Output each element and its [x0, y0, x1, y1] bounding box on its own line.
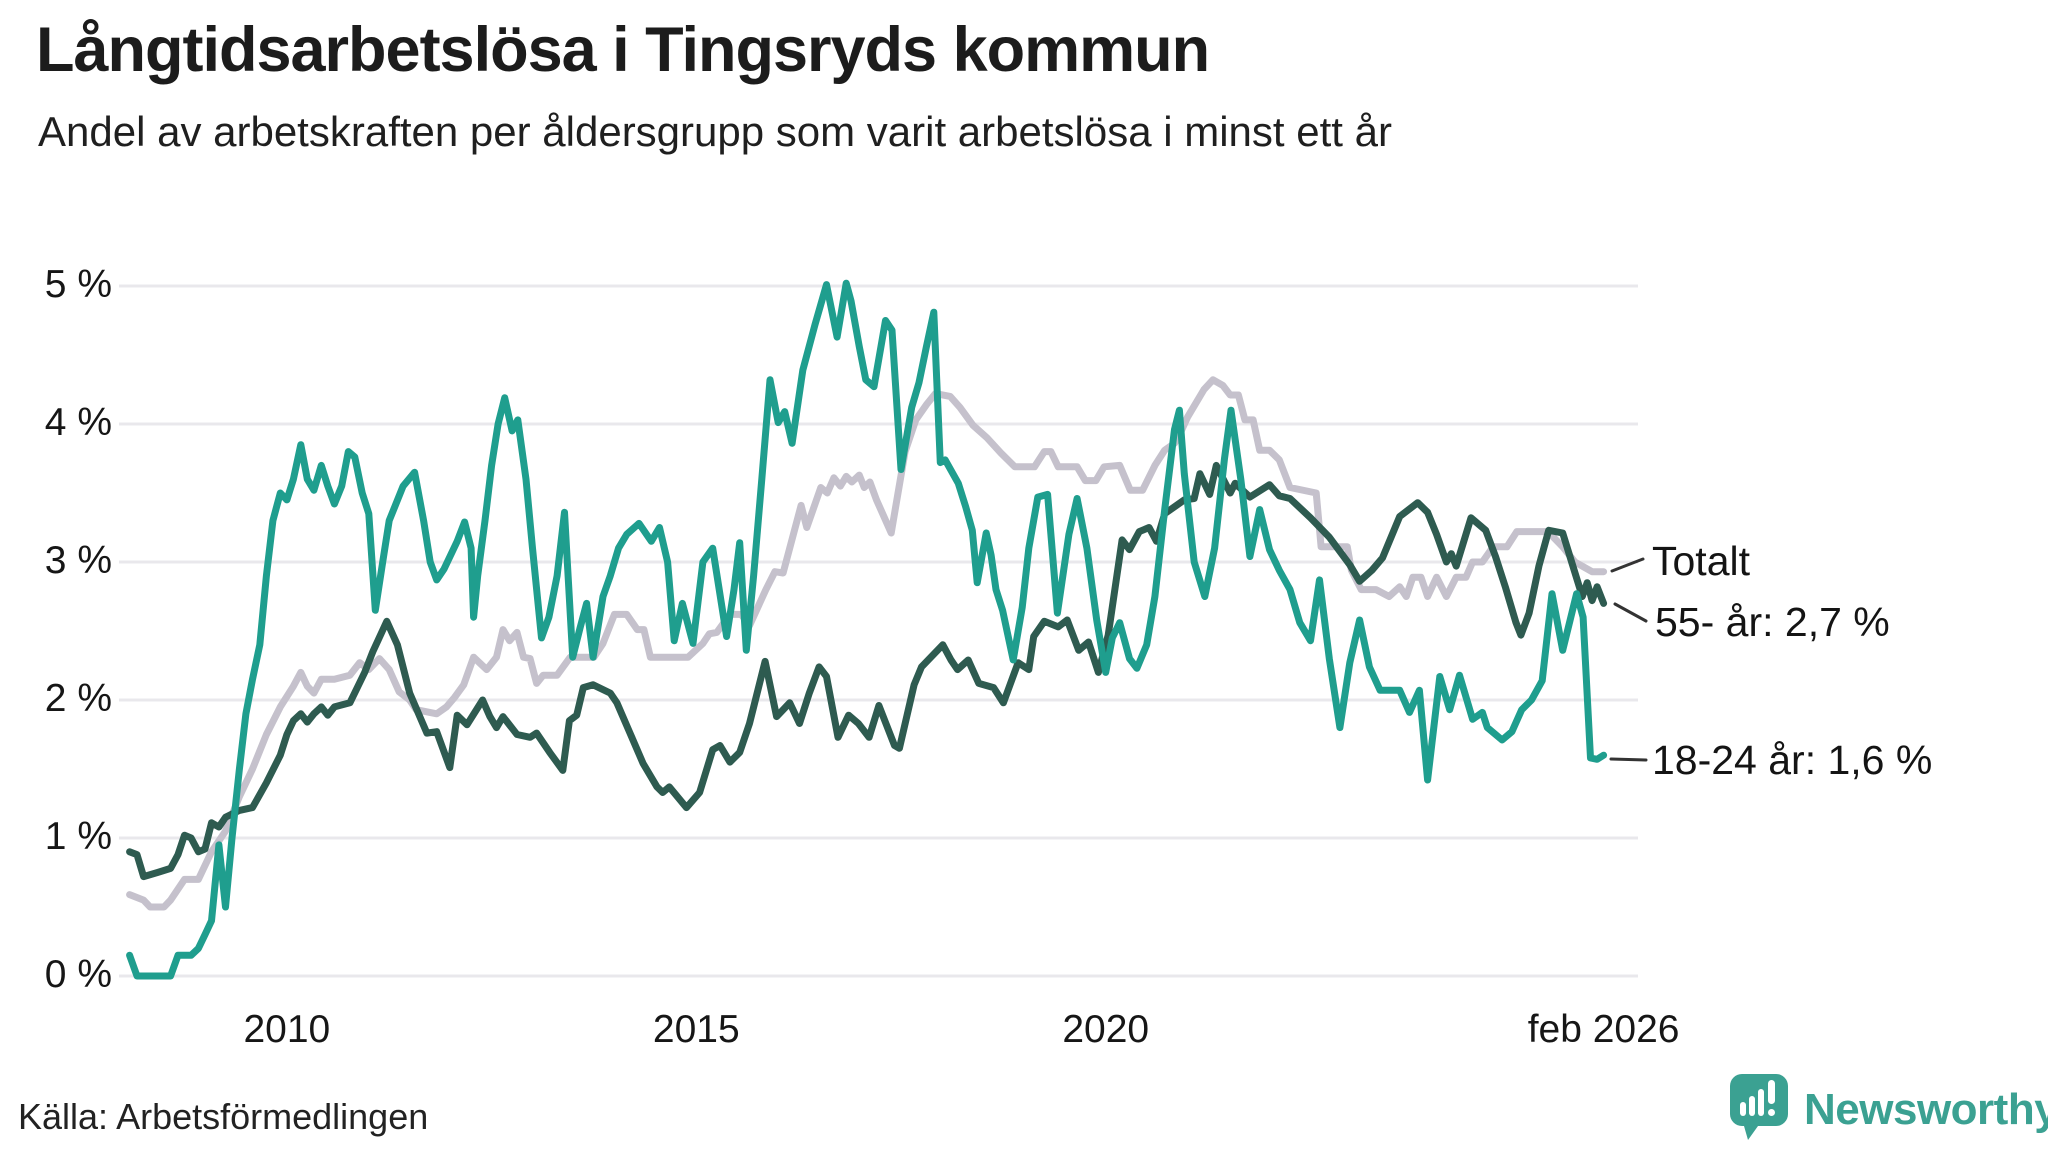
x-tick-label: 2015 — [652, 1008, 740, 1051]
x-tick-label: feb 2026 — [1527, 1008, 1680, 1051]
y-tick-label: 0 % — [44, 953, 112, 996]
newsworthy-wordmark: Newsworthy — [1804, 1084, 2048, 1134]
series-end-label-55: 55- år: 2,7 % — [1655, 599, 1890, 645]
y-tick-label: 1 % — [44, 815, 112, 858]
y-tick-label: 5 % — [44, 263, 112, 306]
y-tick-label: 3 % — [44, 539, 112, 582]
series-end-label-totalt: Totalt — [1652, 538, 1750, 584]
series-end-label-18-24: 18-24 år: 1,6 % — [1652, 737, 1933, 783]
y-tick-label: 2 % — [44, 677, 112, 720]
page-title: Långtidsarbetslösa i Tingsryds kommun — [36, 15, 1210, 85]
newsworthy-logo[interactable]: Newsworthy — [1728, 1072, 2048, 1147]
chart-subtitle: Andel av arbetskraften per åldersgrupp s… — [38, 108, 1392, 155]
x-tick-label: 2010 — [243, 1008, 331, 1051]
source-caption: Källa: Arbetsförmedlingen — [18, 1096, 429, 1137]
x-tick-label: 2020 — [1062, 1008, 1150, 1051]
y-tick-label: 4 % — [44, 401, 112, 444]
newsworthy-speech-bubble-bars-icon — [1728, 1072, 1790, 1147]
